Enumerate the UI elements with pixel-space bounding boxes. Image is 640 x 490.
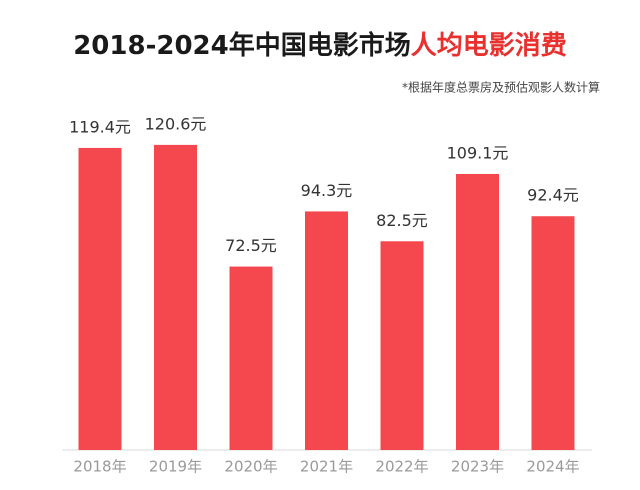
value-label: 72.5元 [225,236,277,255]
chart-title: 2018-2024年中国电影市场人均电影消费 [73,30,567,61]
value-label: 119.4元 [69,117,131,136]
x-tick-label: 2020年 [224,458,277,476]
bar [305,211,348,450]
bar [154,144,197,450]
x-tick-label: 2018年 [73,458,126,476]
x-tick-label: 2021年 [300,458,353,476]
x-tick-label: 2024年 [526,458,579,476]
bar [531,216,575,450]
bar [229,266,273,450]
bar [456,173,499,451]
value-label: 120.6元 [145,114,207,133]
x-tick-label: 2019年 [149,458,202,476]
x-tick-label: 2023年 [451,458,504,476]
title-highlight: 人均电影消费 [411,31,567,61]
value-label: 109.1元 [447,143,509,162]
bar [78,147,122,450]
subtitle: *根据年度总票房及预估观影人数计算 [402,80,600,95]
value-label: 94.3元 [301,181,353,200]
bar [380,241,424,450]
title-main: 2018-2024年中国电影市场 [73,30,411,61]
value-label: 92.4元 [527,186,579,205]
value-label: 82.5元 [376,211,428,230]
x-tick-label: 2022年 [375,458,428,476]
